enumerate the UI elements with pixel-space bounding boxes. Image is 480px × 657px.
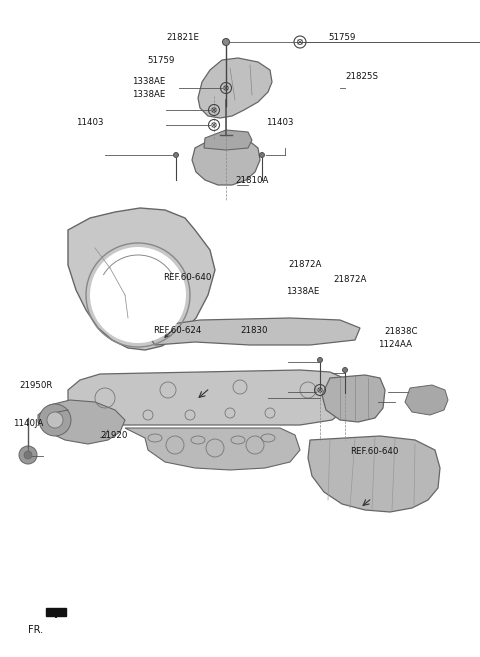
- Text: 51759: 51759: [148, 57, 175, 65]
- Circle shape: [90, 247, 186, 343]
- Polygon shape: [198, 58, 272, 118]
- Polygon shape: [308, 436, 440, 512]
- Polygon shape: [46, 608, 66, 616]
- Text: 21821E: 21821E: [166, 33, 199, 41]
- Text: 1338AE: 1338AE: [132, 77, 166, 86]
- Text: 11403: 11403: [76, 118, 103, 127]
- Text: 21872A: 21872A: [288, 260, 322, 269]
- Text: REF.60-624: REF.60-624: [154, 326, 202, 335]
- Circle shape: [19, 446, 37, 464]
- Text: 1338AE: 1338AE: [286, 287, 319, 296]
- Polygon shape: [204, 130, 252, 150]
- Text: 21830: 21830: [240, 326, 267, 335]
- Polygon shape: [125, 428, 300, 470]
- Polygon shape: [148, 318, 360, 345]
- Circle shape: [260, 152, 264, 158]
- Text: 1124AA: 1124AA: [378, 340, 412, 350]
- Text: 51759: 51759: [329, 33, 356, 41]
- Text: 1338AE: 1338AE: [132, 90, 166, 99]
- Text: 21838C: 21838C: [384, 327, 418, 336]
- Text: 21810A: 21810A: [235, 175, 269, 185]
- Text: 21872A: 21872A: [334, 275, 367, 284]
- Circle shape: [173, 152, 179, 158]
- Polygon shape: [38, 400, 125, 444]
- Polygon shape: [68, 208, 215, 350]
- Polygon shape: [405, 385, 448, 415]
- Text: 21825S: 21825S: [346, 72, 379, 81]
- Circle shape: [223, 39, 229, 45]
- Circle shape: [343, 367, 348, 373]
- Text: 21950R: 21950R: [19, 381, 53, 390]
- Text: REF.60-640: REF.60-640: [163, 273, 212, 283]
- Circle shape: [317, 357, 323, 363]
- Text: 21920: 21920: [101, 431, 128, 440]
- Text: 1140JA: 1140JA: [13, 419, 43, 428]
- Polygon shape: [322, 375, 385, 422]
- Circle shape: [24, 451, 32, 459]
- Text: REF.60-640: REF.60-640: [350, 447, 399, 456]
- Text: 11403: 11403: [266, 118, 294, 127]
- Polygon shape: [192, 138, 260, 185]
- Circle shape: [47, 412, 63, 428]
- Text: FR.: FR.: [28, 625, 43, 635]
- Circle shape: [39, 404, 71, 436]
- Polygon shape: [68, 370, 350, 425]
